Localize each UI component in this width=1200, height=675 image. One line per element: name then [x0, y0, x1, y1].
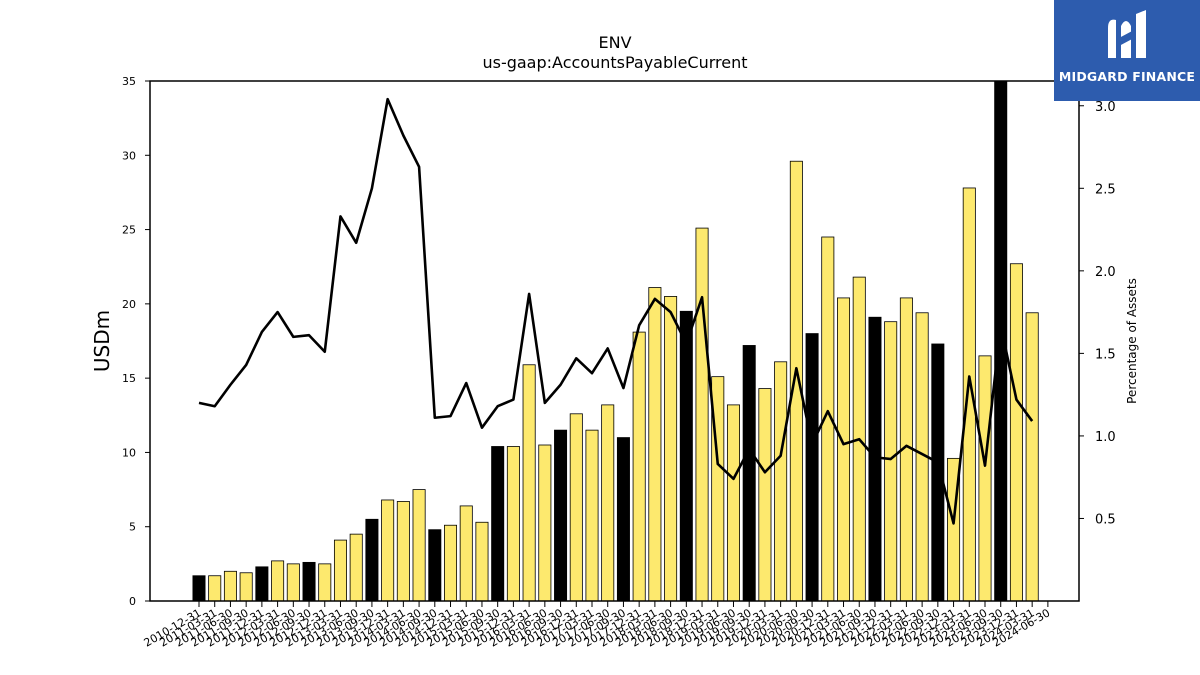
- bar: [475, 521, 489, 602]
- bar: [349, 533, 363, 602]
- y2-tick-label: 2.5: [1095, 182, 1116, 197]
- y-tick-label: 30: [122, 149, 136, 162]
- bar: [428, 529, 442, 602]
- bar: [365, 518, 379, 602]
- bar: [758, 388, 772, 602]
- y-tick-label: 5: [129, 521, 136, 534]
- bar: [522, 364, 536, 602]
- bar: [396, 501, 410, 602]
- bar: [239, 572, 253, 602]
- percentage-line: [198, 97, 1034, 525]
- x-axis: 2010-12-312011-03-312011-06-302011-09-30…: [142, 601, 1052, 650]
- bar: [837, 297, 851, 602]
- bar: [805, 333, 819, 602]
- bar: [789, 160, 803, 602]
- y-tick-label: 25: [122, 224, 136, 237]
- line-layer: [198, 97, 1034, 525]
- bar: [648, 287, 662, 602]
- bar: [569, 413, 583, 602]
- y-tick-label: 20: [122, 298, 136, 311]
- bar: [459, 505, 473, 602]
- bar: [1009, 263, 1023, 602]
- bar: [506, 446, 520, 602]
- bar: [774, 361, 788, 602]
- bar: [978, 355, 992, 602]
- bar: [742, 345, 756, 602]
- bar: [318, 563, 332, 602]
- bar: [884, 321, 898, 602]
- bar: [255, 566, 269, 602]
- y2-tick-label: 2.0: [1095, 265, 1116, 280]
- bar: [271, 560, 285, 602]
- bar: [554, 429, 568, 602]
- y-tick-label: 35: [122, 75, 136, 88]
- bar: [223, 570, 237, 602]
- y-axis-label: USDm: [90, 310, 114, 372]
- y2-tick-label: 1.5: [1095, 347, 1116, 362]
- bar: [601, 404, 615, 602]
- bar: [444, 524, 458, 602]
- bar: [664, 296, 678, 602]
- midgard-logo-icon: [1108, 10, 1146, 58]
- bar: [632, 331, 646, 602]
- logo-text: MIDGARD FINANCE: [1058, 69, 1196, 84]
- bar: [1025, 312, 1039, 602]
- y2-tick-label: 1.0: [1095, 430, 1116, 445]
- bar: [412, 489, 426, 602]
- bar: [286, 563, 300, 602]
- bar: [931, 343, 945, 602]
- y-tick-label: 10: [122, 446, 136, 459]
- y2-tick-label: 3.0: [1095, 100, 1116, 115]
- y2-axis: 0.5 1.0 1.5 2.0 2.5 3.0: [1079, 100, 1116, 527]
- bar: [302, 561, 316, 602]
- bar: [192, 575, 206, 602]
- y-axis: 0 5 10 15 20 25 30 35: [122, 75, 150, 608]
- y2-tick-label: 0.5: [1095, 512, 1116, 527]
- bar: [491, 446, 505, 602]
- chart-subtitle: us-gaap:AccountsPayableCurrent: [482, 53, 747, 72]
- bar: [333, 539, 347, 602]
- plot-frame: [149, 80, 1080, 602]
- bar-group: [192, 80, 1039, 602]
- bar: [679, 310, 693, 602]
- bar: [726, 404, 740, 602]
- y-tick-label: 0: [129, 595, 136, 608]
- bar: [208, 575, 222, 602]
- bar: [381, 499, 395, 602]
- bar: [695, 227, 709, 602]
- brand-logo: MIDGARD FINANCE: [1054, 0, 1200, 101]
- bar: [585, 429, 599, 602]
- y2-axis-label: Percentage of Assets: [1125, 278, 1139, 404]
- y-tick-label: 15: [122, 372, 136, 385]
- bar: [616, 437, 630, 602]
- chart-title: ENV: [598, 33, 631, 52]
- bar: [538, 444, 552, 602]
